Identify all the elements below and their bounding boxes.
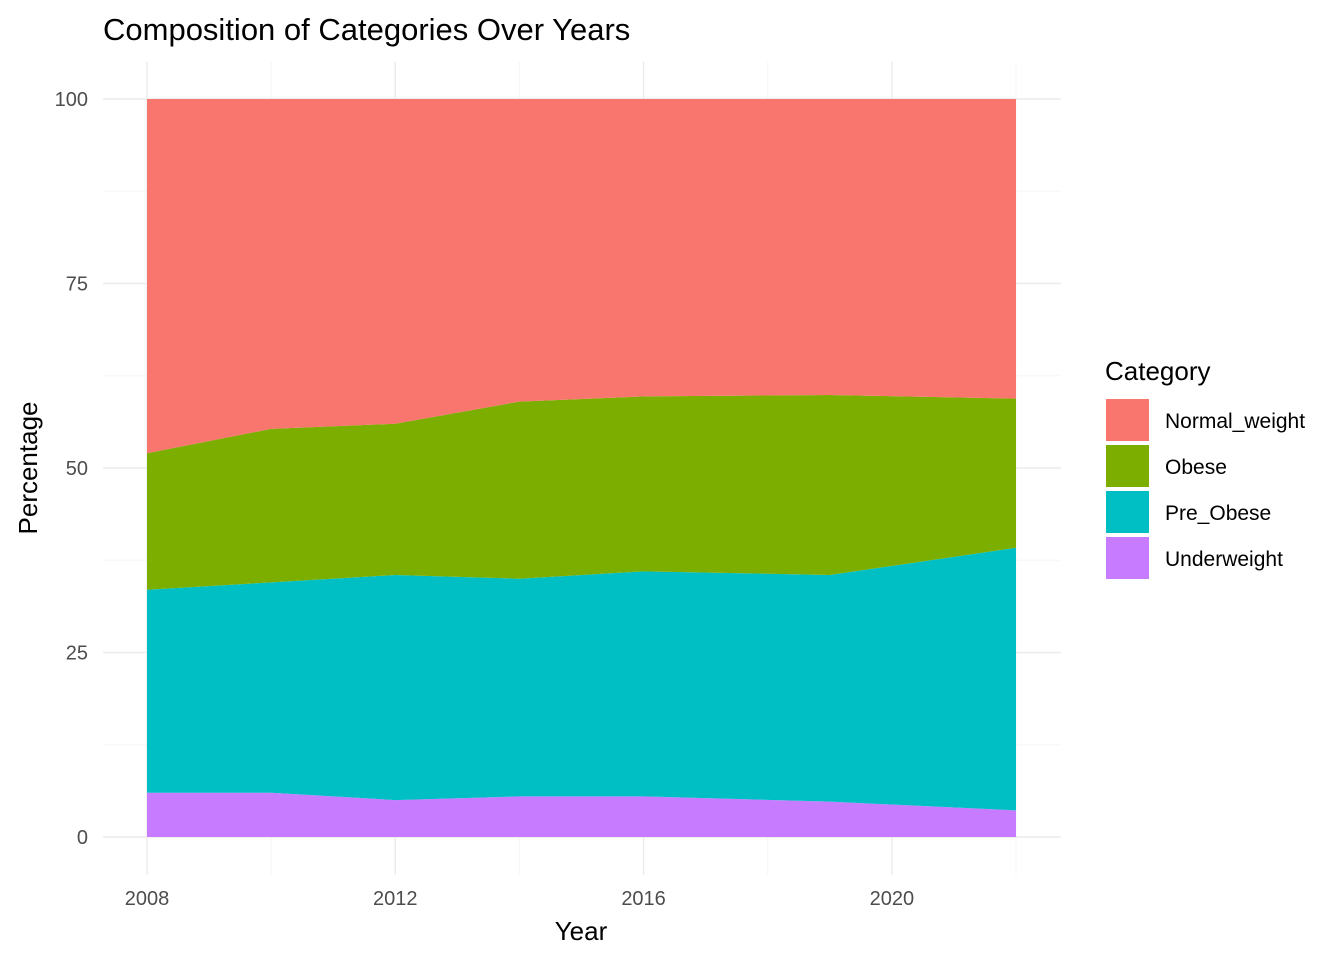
area-obese [147,394,1016,590]
legend-label: Normal_weight [1165,410,1305,433]
legend-label: Obese [1165,456,1227,479]
legend-key-obese [1106,445,1149,487]
x-tick-label: 2020 [870,888,915,910]
area-normal-weight [147,99,1016,454]
area-pre-obese [147,547,1016,811]
legend-key-underweight [1106,537,1149,579]
y-tick-label: 0 [77,827,88,849]
legend-label: Pre_Obese [1165,502,1271,525]
y-tick-label: 25 [66,643,88,665]
legend-label: Underweight [1165,548,1283,571]
legend-items: Normal_weight Obese Pre_Obese Underweight [1106,399,1305,579]
x-tick-label: 2016 [621,888,666,910]
y-tick-label: 75 [66,274,88,296]
y-axis-title: Percentage [13,402,43,535]
y-tick-labels: 0 25 50 75 100 [55,89,88,849]
x-tick-labels: 2008 2012 2016 2020 [125,888,914,910]
x-axis-title: Year [555,916,608,946]
x-tick-label: 2012 [373,888,418,910]
legend-key-normal-weight [1106,399,1149,441]
area-underweight [147,792,1016,837]
legend-key-pre-obese [1106,491,1149,533]
legend-title: Category [1105,356,1211,386]
chart-title: Composition of Categories Over Years [103,12,630,47]
x-tick-label: 2008 [125,888,170,910]
area-layer [147,99,1016,837]
y-tick-label: 50 [66,458,88,480]
legend: Category Normal_weight Obese Pre_Obese Unde… [1105,356,1305,579]
y-tick-label: 100 [55,89,88,111]
